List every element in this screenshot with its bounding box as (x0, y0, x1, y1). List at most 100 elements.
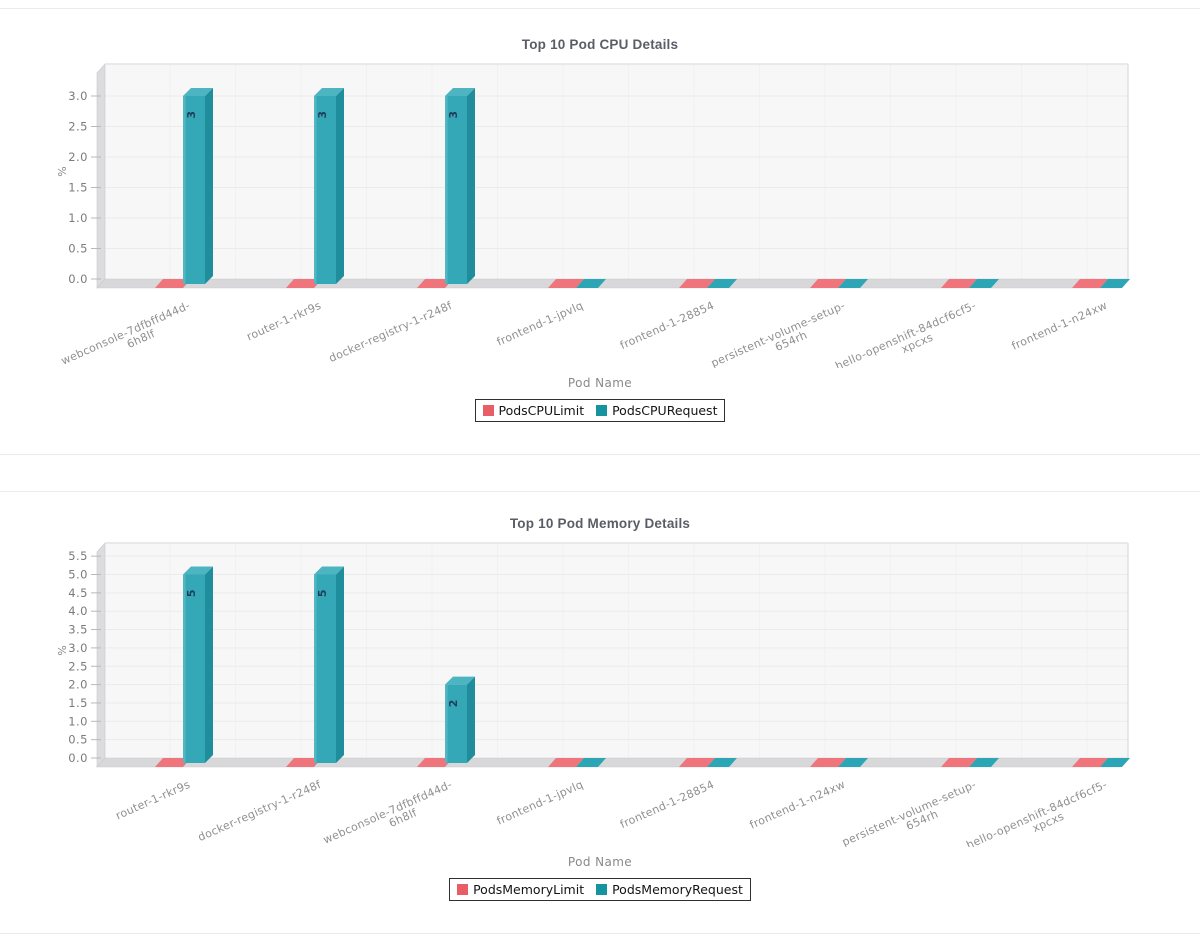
bar-highlight (314, 96, 317, 284)
bar-value-label: 5 (185, 590, 198, 598)
mark-podscpurequest[interactable] (838, 279, 868, 288)
y-tick-label: 5.0 (68, 568, 88, 582)
legend-label: PodsCPULimit (498, 403, 585, 418)
mark-podsmemorylimit[interactable] (1072, 758, 1108, 767)
bar-value-label: 3 (447, 111, 460, 119)
y-axis-title: % (56, 645, 69, 655)
mark-podsmemorylimit[interactable] (810, 758, 846, 767)
mark-podscpurequest[interactable] (707, 279, 737, 288)
bar-top-face (183, 566, 213, 575)
bar-podsmemoryrequest[interactable] (445, 684, 467, 763)
bar-podsmemoryrequest[interactable] (183, 574, 205, 764)
mark-podscpulimit[interactable] (286, 279, 322, 288)
x-category-label-line1: router-1-rkr9s (114, 778, 193, 822)
legend-swatch-limit-icon (457, 884, 469, 895)
cpu-x-axis-title: Pod Name (567, 376, 633, 390)
x-category-label: frontend-1-n24xw (748, 778, 847, 832)
y-tick-label: 4.0 (68, 604, 88, 618)
bar-value-label: 3 (185, 111, 198, 119)
x-category-label: webconsole-7dfbffd44d-6h8lf (59, 299, 192, 368)
y-tick-label: 1.0 (68, 714, 88, 728)
mark-podsmemoryrequest[interactable] (576, 758, 606, 767)
bar-top-face (183, 88, 213, 96)
y-tick-label: 0.0 (68, 272, 88, 286)
x-category-label-line1: frontend-1-28854 (618, 299, 716, 352)
x-category-label: docker-registry-1-r248f (327, 299, 455, 366)
y-tick-label: 2.5 (68, 659, 88, 673)
mark-podscpulimit[interactable] (679, 279, 715, 288)
x-category-label: frontend-1-jpvlq (495, 778, 585, 828)
cpu-chart-title: Top 10 Pod CPU Details (521, 37, 679, 52)
y-tick-label: 4.5 (68, 586, 88, 600)
mark-podscpulimit[interactable] (548, 279, 584, 288)
y-tick-label: 0.5 (68, 242, 88, 256)
x-category-label: router-1-rkr9s (245, 299, 324, 343)
x-category-label: frontend-1-n24xw (1010, 299, 1109, 353)
legend-item-pods-memory-request[interactable]: PodsMemoryRequest (596, 882, 743, 897)
bar-podscpurequest[interactable] (314, 96, 336, 284)
legend-swatch-request-icon (596, 405, 608, 416)
x-category-label-line1: frontend-1-n24xw (1010, 299, 1109, 353)
bar-side-face (467, 88, 475, 284)
memory-chart-title: Top 10 Pod Memory Details (509, 516, 691, 531)
mark-podsmemorylimit[interactable] (679, 758, 715, 767)
bar-highlight (445, 96, 448, 284)
mark-podscpurequest[interactable] (1100, 279, 1130, 288)
x-category-label-line1: docker-registry-1-r248f (196, 778, 324, 845)
y-tick-label: 0.0 (68, 751, 88, 765)
legend-label: PodsCPURequest (612, 403, 718, 418)
x-category-label-line1: webconsole-7dfbffd44d- (59, 299, 192, 368)
cpu-legend-row: PodsCPULimit PodsCPURequest (0, 399, 1200, 422)
bar-podscpurequest[interactable] (183, 96, 205, 284)
cpu-chart-canvas: 0.0 0.5 1.0 1.5 2.0 2.5 3.0% 3 webconsole-7dfbff… (20, 56, 1180, 373)
bar-highlight (445, 684, 448, 763)
mark-podsmemoryrequest[interactable] (707, 758, 737, 767)
x-category-label: router-1-rkr9s (114, 778, 193, 822)
y-tick-label: 3.5 (68, 623, 88, 637)
y-tick-label: 1.5 (68, 696, 88, 710)
legend-swatch-request-icon (596, 884, 608, 895)
mark-podscpulimit[interactable] (810, 279, 846, 288)
cpu-chart-svg: 0.0 0.5 1.0 1.5 2.0 2.5 3.0% 3 webconsole-7dfbff… (56, 63, 1130, 373)
x-category-label: hello-openshift-84dcf6cf5-xpcxs (964, 778, 1109, 852)
mark-podsmemorylimit[interactable] (941, 758, 977, 767)
bar-side-face (205, 88, 213, 284)
bar-podscpurequest[interactable] (445, 96, 467, 284)
legend-item-pods-memory-limit[interactable]: PodsMemoryLimit (457, 882, 584, 897)
x-category-label-line1: frontend-1-n24xw (748, 778, 847, 832)
mark-podsmemoryrequest[interactable] (1100, 758, 1130, 767)
mark-podscpulimit[interactable] (417, 279, 453, 288)
mark-podsmemoryrequest[interactable] (838, 758, 868, 767)
mark-podsmemorylimit[interactable] (155, 758, 191, 767)
mark-podsmemorylimit[interactable] (548, 758, 584, 767)
legend-label: PodsMemoryRequest (612, 882, 743, 897)
mark-podsmemoryrequest[interactable] (969, 758, 999, 767)
mark-podscpulimit[interactable] (155, 279, 191, 288)
x-category-label-line1: webconsole-7dfbffd44d- (321, 778, 454, 847)
memory-legend: PodsMemoryLimit PodsMemoryRequest (449, 878, 751, 901)
cpu-chart-panel: Top 10 Pod CPU Details 0.0 0.5 1.0 1.5 2.0 2.… (0, 8, 1200, 455)
bar-side-face (205, 566, 213, 763)
mark-podscpurequest[interactable] (576, 279, 606, 288)
legend-item-pods-cpu-limit[interactable]: PodsCPULimit (482, 403, 585, 418)
x-category-label: frontend-1-jpvlq (495, 299, 585, 349)
x-category-label: frontend-1-28854 (618, 778, 716, 831)
mark-podscpurequest[interactable] (969, 279, 999, 288)
x-category-label-line1: persistent-volume-setup- (709, 299, 847, 368)
legend-item-pods-cpu-request[interactable]: PodsCPURequest (596, 403, 717, 418)
bar-side-face (467, 676, 475, 763)
y-tick-label: 3.0 (68, 641, 88, 655)
mark-podsmemorylimit[interactable] (286, 758, 322, 767)
y-tick-label: 0.5 (68, 733, 88, 747)
bar-top-face (314, 566, 344, 575)
bar-highlight (183, 574, 186, 763)
x-category-label: hello-openshift-84dcf6cf5-xpcxs (833, 299, 978, 373)
mark-podscpulimit[interactable] (1072, 279, 1108, 288)
bar-top-face (314, 88, 344, 96)
bar-top-face (445, 88, 475, 96)
mark-podscpulimit[interactable] (941, 279, 977, 288)
memory-chart-svg: 0.0 0.5 1.0 1.5 2.0 2.5 3.0 3.5 4.0 4.5 5.0 5.5% 5 ro… (56, 542, 1130, 852)
plot-background (105, 64, 1128, 279)
mark-podsmemorylimit[interactable] (417, 758, 453, 767)
bar-podsmemoryrequest[interactable] (314, 574, 336, 764)
